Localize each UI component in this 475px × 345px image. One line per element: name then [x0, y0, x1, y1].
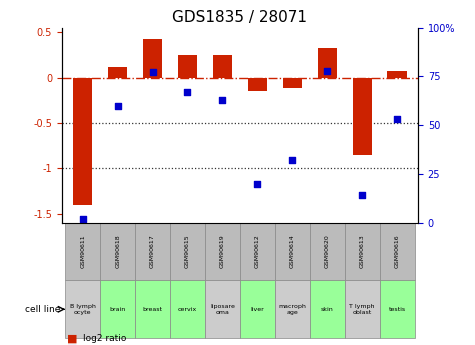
Text: GSM90613: GSM90613: [360, 235, 365, 268]
FancyBboxPatch shape: [170, 223, 205, 280]
Text: log2 ratio: log2 ratio: [83, 334, 126, 343]
Text: ■: ■: [66, 344, 77, 345]
FancyBboxPatch shape: [310, 223, 345, 280]
Bar: [73, 78, 92, 205]
Bar: [143, 39, 162, 78]
Point: [218, 97, 226, 102]
Text: GSM90616: GSM90616: [395, 235, 399, 268]
Text: liver: liver: [250, 307, 264, 312]
Text: ■: ■: [66, 333, 77, 343]
Text: GSM90620: GSM90620: [325, 235, 330, 268]
Point: [114, 103, 122, 108]
Point: [254, 181, 261, 187]
FancyBboxPatch shape: [205, 223, 240, 280]
Text: GSM90611: GSM90611: [80, 235, 85, 268]
Text: GSM90617: GSM90617: [150, 235, 155, 268]
Point: [184, 89, 191, 95]
Text: GSM90614: GSM90614: [290, 235, 295, 268]
Bar: [352, 78, 372, 155]
Text: T lymph
oblast: T lymph oblast: [350, 304, 375, 315]
FancyBboxPatch shape: [135, 223, 170, 280]
Text: B lymph
ocyte: B lymph ocyte: [70, 304, 95, 315]
Text: GSM90618: GSM90618: [115, 235, 120, 268]
FancyBboxPatch shape: [240, 280, 275, 338]
Point: [323, 68, 331, 73]
Text: breast: breast: [142, 307, 162, 312]
FancyBboxPatch shape: [65, 280, 100, 338]
FancyBboxPatch shape: [65, 223, 100, 280]
Text: cell line: cell line: [25, 305, 60, 314]
Bar: [213, 55, 232, 78]
Text: macroph
age: macroph age: [278, 304, 306, 315]
Bar: [178, 55, 197, 78]
Text: brain: brain: [110, 307, 126, 312]
Text: liposare
oma: liposare oma: [210, 304, 235, 315]
Point: [358, 193, 366, 198]
Point: [149, 70, 156, 75]
FancyBboxPatch shape: [240, 223, 275, 280]
FancyBboxPatch shape: [100, 223, 135, 280]
FancyBboxPatch shape: [345, 280, 380, 338]
Bar: [283, 78, 302, 88]
Text: skin: skin: [321, 307, 333, 312]
Bar: [318, 48, 337, 78]
Point: [393, 117, 401, 122]
Text: cervix: cervix: [178, 307, 197, 312]
Text: GSM90612: GSM90612: [255, 235, 260, 268]
FancyBboxPatch shape: [275, 280, 310, 338]
FancyBboxPatch shape: [275, 223, 310, 280]
Bar: [108, 67, 127, 78]
FancyBboxPatch shape: [380, 280, 415, 338]
Text: GSM90615: GSM90615: [185, 235, 190, 268]
Point: [79, 216, 86, 221]
FancyBboxPatch shape: [205, 280, 240, 338]
FancyBboxPatch shape: [380, 223, 415, 280]
Bar: [388, 71, 407, 78]
Title: GDS1835 / 28071: GDS1835 / 28071: [172, 10, 307, 25]
Bar: [248, 78, 267, 91]
Point: [288, 158, 296, 163]
Text: GSM90619: GSM90619: [220, 235, 225, 268]
FancyBboxPatch shape: [310, 280, 345, 338]
FancyBboxPatch shape: [135, 280, 170, 338]
FancyBboxPatch shape: [345, 223, 380, 280]
FancyBboxPatch shape: [100, 280, 135, 338]
Text: testis: testis: [389, 307, 406, 312]
FancyBboxPatch shape: [170, 280, 205, 338]
